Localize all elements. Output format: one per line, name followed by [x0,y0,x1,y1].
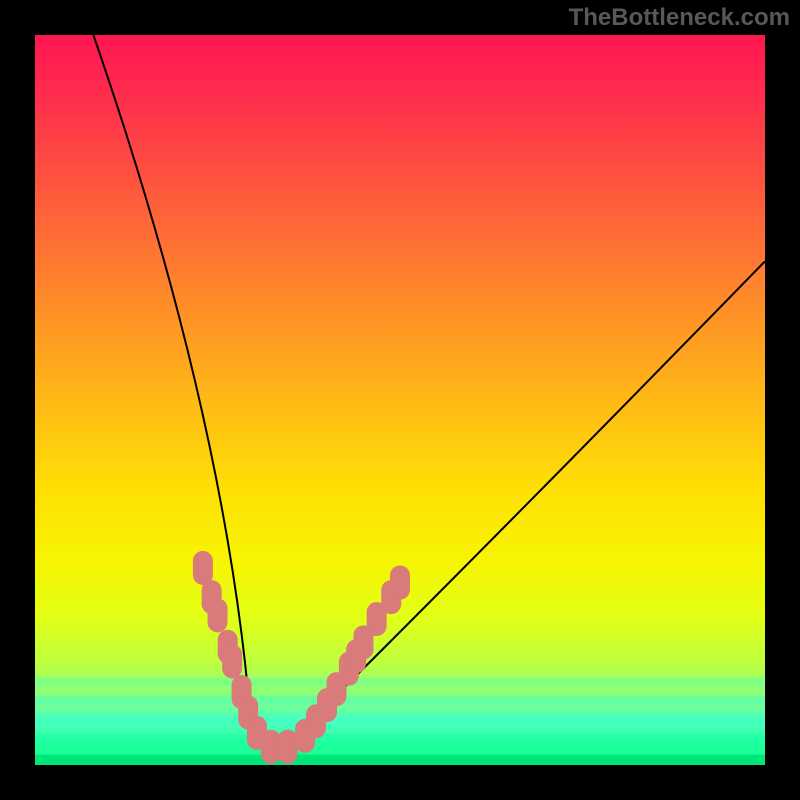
green-band [35,734,765,746]
plot-area [35,35,765,765]
data-marker [278,730,298,764]
data-marker [390,566,410,600]
watermark-text: TheBottleneck.com [569,4,790,32]
chart-frame: TheBottleneck.com [0,0,800,800]
green-band [35,714,765,724]
data-marker [193,551,213,585]
gradient-background [35,35,765,765]
data-marker [208,598,228,632]
bottleneck-curve-chart [35,35,765,765]
green-band [35,677,765,686]
green-band [35,696,765,705]
data-marker [222,644,242,678]
bottom-strip [35,755,765,765]
